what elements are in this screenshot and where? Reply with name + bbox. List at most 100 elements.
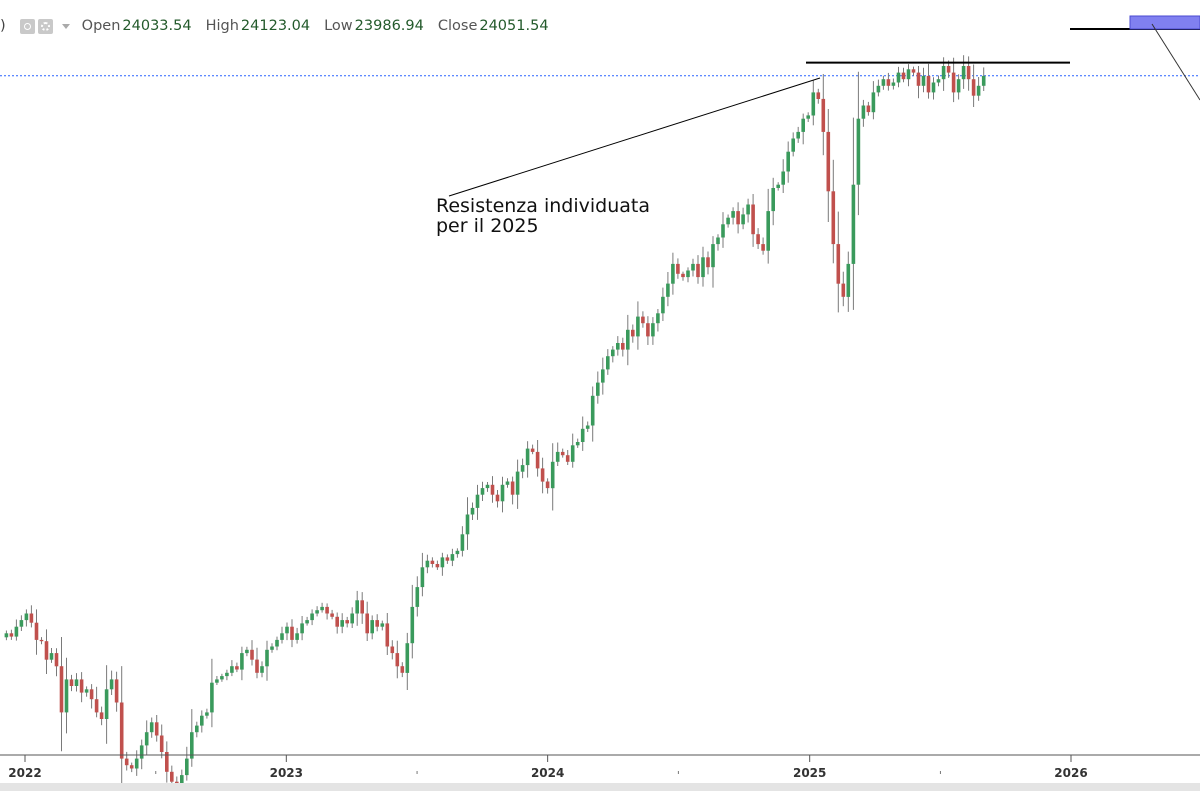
candle-body: [691, 263, 695, 271]
candle-body: [305, 620, 309, 624]
close-value: 24051.54: [479, 18, 549, 34]
candle-body: [656, 313, 660, 324]
candle-body: [666, 283, 670, 297]
candle-body: [826, 131, 831, 192]
annotation-line-1: Resistenza individuata: [436, 195, 650, 217]
candle-body: [911, 69, 916, 73]
candle-body: [881, 79, 886, 86]
candle-body: [79, 679, 84, 693]
candle-body: [475, 494, 480, 508]
candle-body: [846, 263, 851, 297]
x-tick-label: 2024: [531, 766, 564, 780]
candle-body: [49, 653, 54, 660]
candle-body: [611, 349, 615, 357]
candle-body: [84, 689, 89, 693]
candle-body: [255, 659, 259, 673]
candle-body: [300, 623, 304, 634]
candle-body: [94, 699, 99, 713]
candle-body: [149, 722, 154, 733]
bottom-scroll-bar[interactable]: [0, 783, 1200, 791]
candle-body: [585, 425, 590, 429]
resistance-annotation[interactable]: Resistenza individuata per il 2025: [436, 196, 650, 236]
candle-body: [250, 649, 254, 660]
candle-body: [821, 98, 826, 132]
candle-body: [144, 732, 149, 746]
candle-body: [555, 451, 560, 462]
annotation-line-2: per il 2025: [436, 215, 539, 237]
candle-body: [736, 211, 740, 225]
candle-body: [159, 735, 164, 752]
candle-body: [786, 151, 790, 172]
candle-body: [701, 257, 705, 278]
candle-body: [661, 296, 665, 314]
candle-body: [34, 622, 39, 640]
candle-body: [420, 567, 425, 588]
low-value: 23986.94: [354, 18, 424, 34]
candle-body: [109, 679, 114, 690]
close-label: Close: [437, 18, 478, 34]
candle-body: [405, 643, 410, 673]
candle-body: [621, 343, 625, 350]
candle-body: [465, 514, 470, 535]
candle-body: [806, 115, 810, 119]
candle-body: [220, 676, 224, 680]
candle-body: [260, 666, 264, 673]
candle-body: [641, 316, 645, 324]
candle-body: [966, 66, 971, 80]
chevron-down-icon[interactable]: [61, 23, 70, 29]
candle-body: [275, 639, 279, 647]
candle-body: [731, 211, 735, 218]
candle-body: [139, 745, 144, 759]
candle-body: [225, 672, 229, 677]
candle-body: [791, 138, 795, 152]
candle-body: [450, 554, 455, 561]
candle-body: [510, 481, 515, 495]
projection-marker[interactable]: [1129, 15, 1200, 30]
x-tick-label: 2022: [8, 766, 41, 780]
candle-body: [280, 633, 284, 640]
candle-body: [716, 237, 720, 245]
candle-body: [500, 484, 505, 502]
candle-body: [480, 488, 485, 495]
candle-body: [505, 481, 510, 485]
candle-body: [836, 244, 841, 284]
candle-body: [119, 702, 124, 759]
candle-body: [365, 613, 369, 634]
candle-body: [190, 732, 194, 759]
candle-body: [335, 616, 339, 627]
candle-body: [370, 620, 374, 634]
candle-body: [971, 79, 976, 96]
candle-body: [375, 620, 379, 627]
gear-icon[interactable]: [37, 18, 53, 34]
ohlc-legend: ) Open 24033.54 High 24123.04 Low 23986.…: [0, 14, 563, 38]
candle-body: [325, 606, 329, 614]
candle-body: [606, 356, 610, 370]
candle-body: [165, 752, 169, 772]
candle-body: [565, 455, 570, 462]
candle-body: [766, 211, 770, 251]
candle-body: [290, 626, 294, 640]
candle-body: [646, 323, 650, 337]
candle-body: [210, 682, 214, 713]
candle-body: [801, 118, 805, 132]
candle-body: [535, 451, 540, 469]
candle-body: [270, 646, 274, 650]
candle-body: [440, 557, 445, 568]
candle-body: [596, 382, 600, 396]
candle-body: [726, 217, 730, 225]
candle-body: [490, 484, 495, 495]
candle-body: [761, 244, 765, 251]
candle-body: [560, 451, 565, 456]
eye-icon[interactable]: [19, 18, 35, 34]
candle-body: [901, 72, 906, 80]
candle-body: [601, 369, 605, 383]
candle-body: [696, 263, 700, 278]
candle-body: [74, 679, 79, 686]
candle-body: [550, 461, 555, 489]
candle-body: [636, 316, 640, 337]
candle-body: [741, 214, 745, 225]
candle-body: [154, 722, 159, 736]
candle-body: [320, 606, 324, 611]
symbol-tail: ): [0, 18, 6, 34]
